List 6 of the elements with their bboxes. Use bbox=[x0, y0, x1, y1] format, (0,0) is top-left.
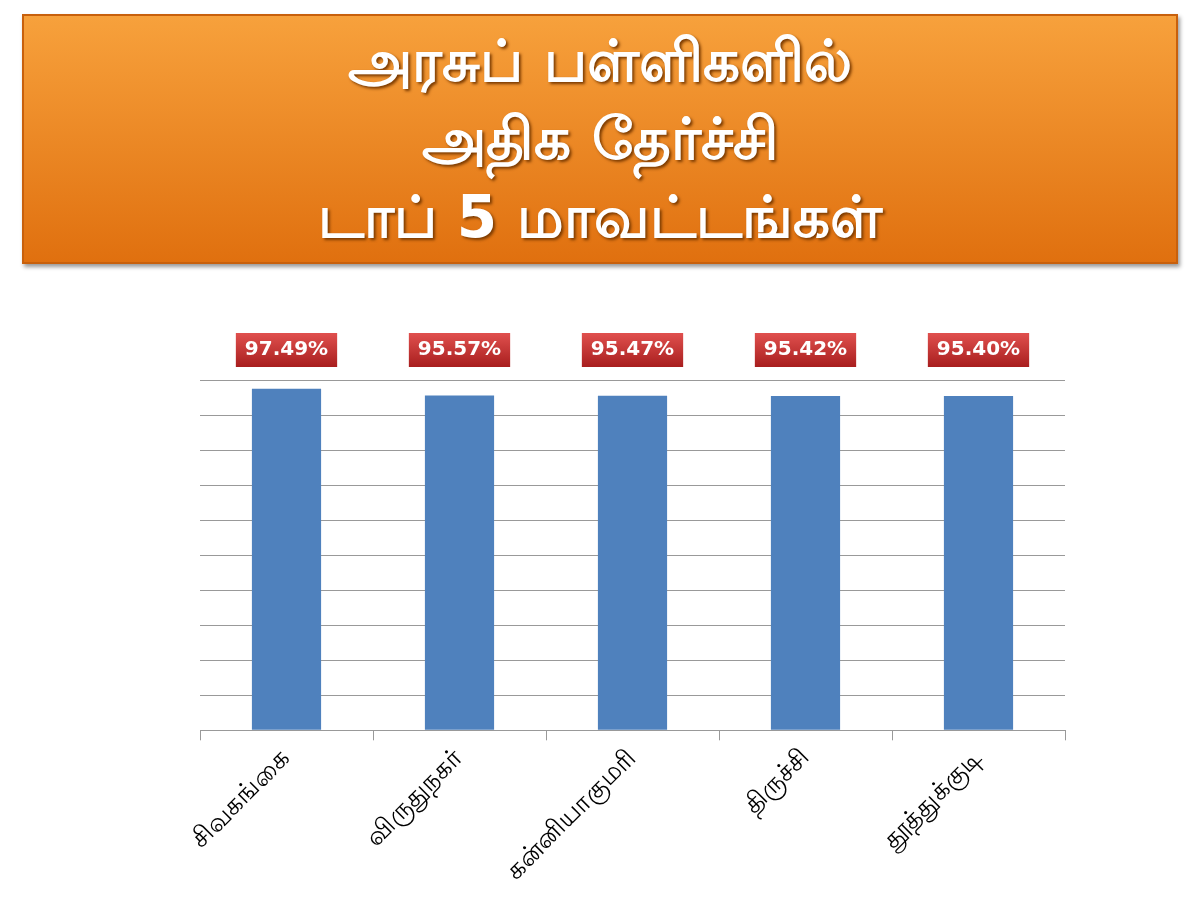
data-label: 97.49% bbox=[244, 336, 329, 361]
data-label: 95.42% bbox=[763, 336, 848, 361]
data-label: 95.57% bbox=[417, 336, 502, 361]
data-label: 95.47% bbox=[590, 336, 675, 361]
data-label: 95.40% bbox=[936, 336, 1021, 361]
chart-title: அரசுப் பள்ளிகளில் அதிக தேர்ச்சி டாப் 5 மாவட்டங்கள் bbox=[22, 14, 1178, 264]
